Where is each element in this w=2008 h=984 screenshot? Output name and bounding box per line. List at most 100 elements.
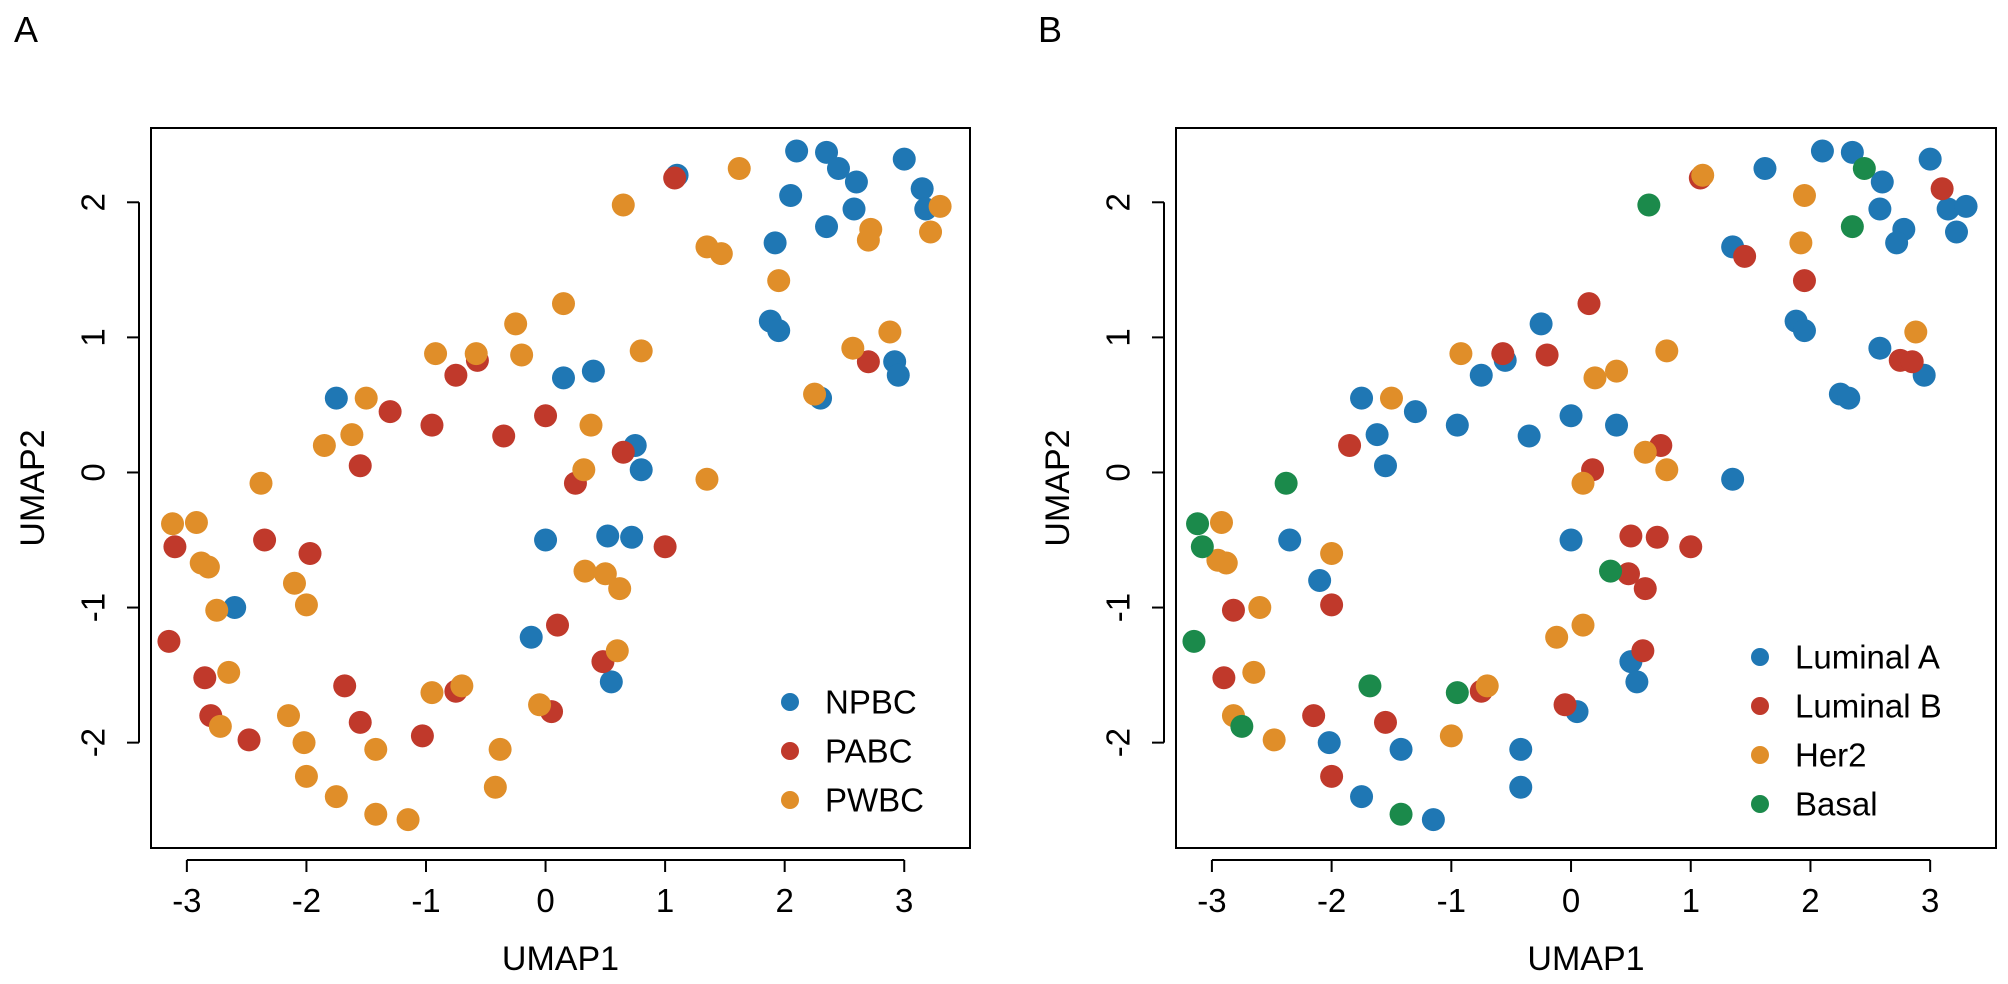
y-tick-label: 2 [75, 193, 112, 211]
data-point-luminal-a [1868, 197, 1892, 221]
legend-marker [781, 693, 799, 711]
data-point-luminal-b [1302, 704, 1326, 728]
data-point-pwbc [488, 737, 512, 761]
x-axis: -3 -2 -1 0 1 2 3 UMAP1 [1197, 859, 1939, 978]
data-point-pabc [492, 424, 516, 448]
data-point-basal [1186, 512, 1210, 536]
data-point-pwbc [324, 785, 348, 809]
data-point-luminal-a [1885, 231, 1909, 255]
x-tick-label: 3 [1921, 882, 1939, 919]
data-point-pabc [298, 542, 322, 566]
data-point-pwbc [551, 292, 575, 316]
data-point-npbc [910, 177, 934, 201]
data-point-her2 [1545, 625, 1569, 649]
data-point-pwbc [396, 808, 420, 832]
x-tick-label: 2 [775, 882, 793, 919]
data-point-her2 [1379, 386, 1403, 410]
data-point-luminal-a [1373, 454, 1397, 478]
data-point-luminal-a [1721, 467, 1745, 491]
x-tick-label: -1 [1437, 882, 1466, 919]
data-point-her2 [1792, 184, 1816, 208]
data-point-luminal-a [1529, 312, 1553, 336]
data-point-her2 [1449, 342, 1473, 366]
data-point-pabc [157, 629, 181, 653]
data-point-pwbc [196, 555, 220, 579]
data-point-pabc [410, 724, 434, 748]
data-point-pwbc [276, 704, 300, 728]
data-point-luminal-a [1509, 775, 1533, 799]
data-point-npbc [826, 157, 850, 181]
data-point-luminal-b [1645, 525, 1669, 549]
data-point-her2 [1248, 596, 1272, 620]
data-point-pwbc [573, 559, 597, 583]
data-point-pwbc [605, 639, 629, 663]
data-point-luminal-b [1577, 292, 1601, 316]
data-point-pwbc [364, 802, 388, 826]
x-tick-label: 3 [895, 882, 913, 919]
data-point-her2 [1655, 339, 1679, 363]
data-point-pabc [420, 413, 444, 437]
data-point-her2 [1583, 366, 1607, 390]
data-point-luminal-a [1868, 336, 1892, 360]
data-point-basal [1599, 559, 1623, 583]
data-point-pwbc [528, 693, 552, 717]
legend-item: Basal [1751, 786, 1878, 823]
data-point-pabc [163, 535, 187, 559]
legend-marker [1751, 795, 1769, 813]
data-point-pwbc [841, 336, 865, 360]
data-point-pwbc [709, 242, 733, 266]
data-point-luminal-a [1753, 157, 1777, 181]
data-point-pwbc [803, 382, 827, 406]
data-point-luminal-a [1365, 423, 1389, 447]
data-point-luminal-a [1918, 147, 1942, 171]
data-point-her2 [1605, 359, 1629, 383]
data-point-basal [1182, 629, 1206, 653]
x-axis: -3 -2 -1 0 1 2 3 UMAP1 [172, 859, 913, 978]
legend-label: Her2 [1795, 737, 1867, 774]
legend-label: PABC [825, 733, 912, 770]
data-point-luminal-b [1491, 342, 1515, 366]
legend: Luminal A Luminal B Her2 Basal [1751, 639, 1942, 823]
y-tick-label: -1 [75, 593, 112, 622]
data-point-npbc [596, 524, 620, 548]
data-point-her2 [1320, 542, 1344, 566]
data-point-basal [1358, 674, 1382, 698]
data-point-luminal-b [1792, 269, 1816, 293]
data-point-luminal-b [1616, 562, 1640, 586]
data-point-pwbc [205, 598, 229, 622]
data-point-pwbc [282, 571, 306, 595]
data-point-luminal-b [1633, 577, 1657, 601]
data-point-luminal-a [1350, 785, 1374, 809]
data-point-her2 [1633, 440, 1657, 464]
data-point-pwbc [354, 386, 378, 410]
data-point-luminal-b [1631, 639, 1655, 663]
data-point-pwbc [420, 681, 444, 705]
legend-label: Luminal A [1795, 639, 1940, 676]
data-point-pabc [546, 613, 570, 637]
data-point-pwbc [292, 731, 316, 755]
data-point-her2 [1571, 471, 1595, 495]
data-point-npbc [534, 528, 558, 552]
data-point-pwbc [294, 764, 318, 788]
data-point-npbc [844, 170, 868, 194]
data-point-pwbc [217, 660, 241, 684]
x-tick-label: 1 [656, 882, 674, 919]
data-point-her2 [1475, 674, 1499, 698]
data-point-npbc [223, 596, 247, 620]
x-tick-label: -1 [411, 882, 440, 919]
x-tick-label: 0 [536, 882, 554, 919]
y-tick-label: 2 [1100, 193, 1137, 211]
legend-item: Luminal B [1751, 688, 1942, 725]
legend-item: Her2 [1751, 737, 1867, 774]
data-point-luminal-b [1212, 666, 1236, 690]
panel-label: B [1038, 9, 1062, 50]
panel-label: A [14, 9, 38, 50]
data-point-luminal-a [1840, 140, 1864, 164]
data-point-luminal-a [1559, 404, 1583, 428]
data-point-luminal-b [1320, 764, 1344, 788]
data-point-luminal-a [1308, 569, 1332, 593]
x-tick-label: -2 [292, 882, 321, 919]
data-point-pwbc [340, 423, 364, 447]
data-point-luminal-a [1389, 737, 1413, 761]
